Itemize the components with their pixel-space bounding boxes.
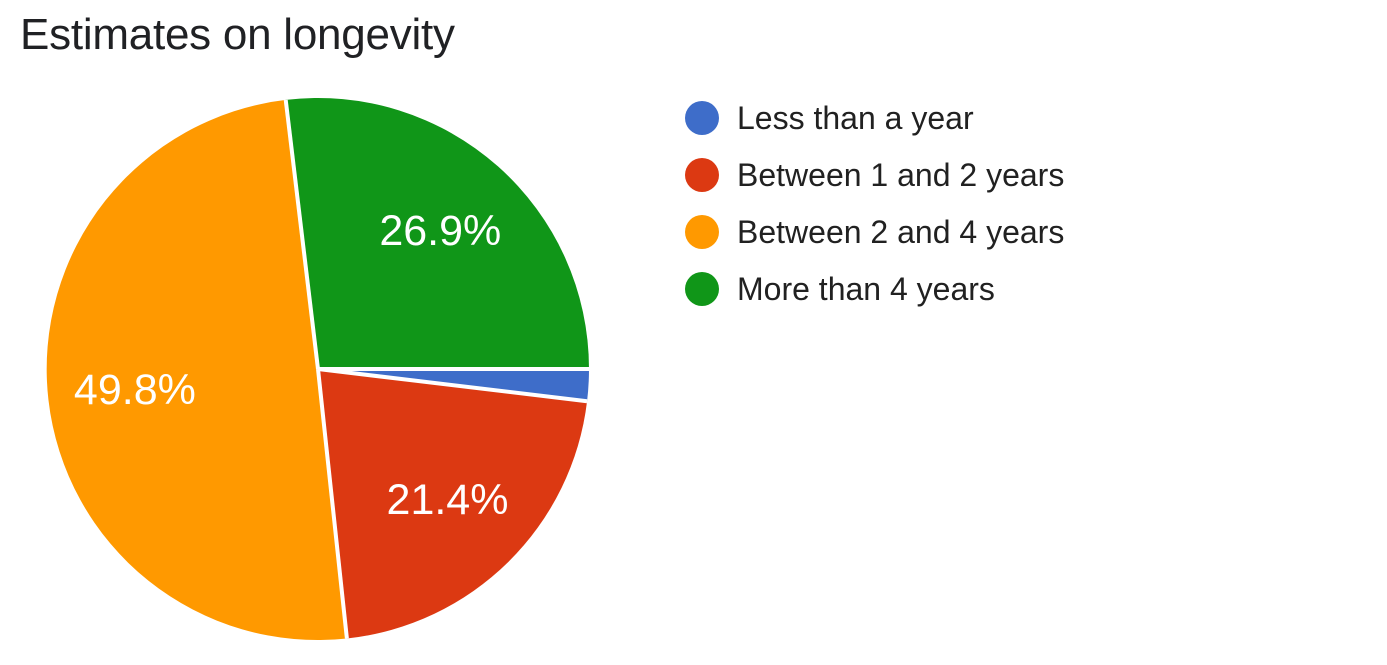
legend-swatch-icon [685,101,719,135]
legend-label: Between 1 and 2 years [737,156,1065,193]
slice-divider [317,367,588,404]
pie-slice-2[interactable] [46,99,347,641]
legend-swatch-icon [685,272,719,306]
legend-label: Less than a year [737,99,974,136]
pie-slice-label: 21.4% [387,476,509,524]
pie-slice-1[interactable] [318,369,588,639]
slice-divider [283,99,320,370]
legend-item-between-1-and-2-years: Between 1 and 2 years [685,156,1065,193]
legend-swatch-icon [685,158,719,192]
pie-slice-label: 49.8% [74,366,196,414]
legend-item-more-than-4-years: More than 4 years [685,270,1064,307]
legend-item-less-than-a-year: Less than a year [685,99,1064,136]
pie-slice-label: 26.9% [379,207,501,255]
legend-swatch-icon [685,215,719,249]
legend-label: More than 4 years [737,270,995,307]
legend-label: Between 2 and 4 years [737,213,1065,250]
legend-item-between-2-and-4-years: Between 2 and 4 years [685,213,1065,250]
slice-divider [316,368,349,639]
pie-chart[interactable]: 21.4% 49.8% 26.9% [0,0,660,665]
chart-title: Estimates on longevity [20,10,455,59]
chart-legend: Less than a year Between 1 and 2 years B… [685,99,1065,307]
pie-slice-3[interactable] [285,98,590,370]
